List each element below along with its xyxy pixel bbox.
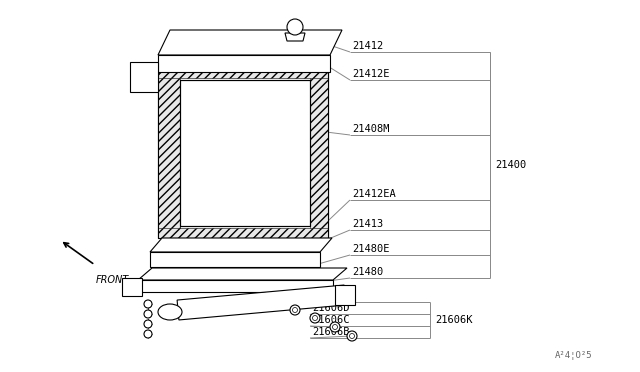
Polygon shape: [158, 68, 328, 78]
Polygon shape: [285, 33, 305, 41]
Text: FRONT: FRONT: [96, 275, 129, 285]
Text: 21606K: 21606K: [435, 315, 472, 325]
Polygon shape: [122, 278, 142, 296]
Circle shape: [349, 334, 355, 339]
Circle shape: [310, 313, 320, 323]
Circle shape: [347, 331, 357, 341]
Polygon shape: [158, 55, 330, 72]
Ellipse shape: [158, 304, 182, 320]
Circle shape: [312, 315, 317, 321]
Circle shape: [330, 322, 340, 332]
Text: 21606B: 21606B: [312, 327, 349, 337]
Polygon shape: [158, 68, 180, 238]
Text: 21480E: 21480E: [352, 244, 390, 254]
Text: 21606E: 21606E: [312, 291, 349, 301]
Circle shape: [144, 320, 152, 328]
Circle shape: [144, 330, 152, 338]
Polygon shape: [180, 80, 310, 226]
Polygon shape: [158, 228, 328, 238]
Polygon shape: [130, 62, 158, 92]
Polygon shape: [158, 68, 328, 238]
Text: 21412: 21412: [352, 41, 383, 51]
Circle shape: [144, 310, 152, 318]
Polygon shape: [138, 268, 347, 280]
Text: 21412EA: 21412EA: [352, 189, 396, 199]
Polygon shape: [150, 252, 320, 267]
Text: 21400: 21400: [495, 160, 526, 170]
Circle shape: [290, 305, 300, 315]
Circle shape: [287, 19, 303, 35]
Polygon shape: [150, 238, 332, 252]
Circle shape: [333, 324, 337, 330]
Polygon shape: [177, 285, 346, 320]
Polygon shape: [310, 68, 328, 238]
Text: 21480: 21480: [352, 267, 383, 277]
Circle shape: [292, 308, 298, 312]
Circle shape: [144, 300, 152, 308]
Text: 21606C: 21606C: [312, 315, 349, 325]
Polygon shape: [335, 285, 355, 305]
Text: A²4¦O²5: A²4¦O²5: [555, 351, 593, 360]
Polygon shape: [138, 280, 333, 292]
Text: 21413: 21413: [352, 219, 383, 229]
Text: 21606D: 21606D: [312, 303, 349, 313]
Text: 21412E: 21412E: [352, 69, 390, 79]
Polygon shape: [158, 30, 342, 55]
Text: 21408M: 21408M: [352, 124, 390, 134]
